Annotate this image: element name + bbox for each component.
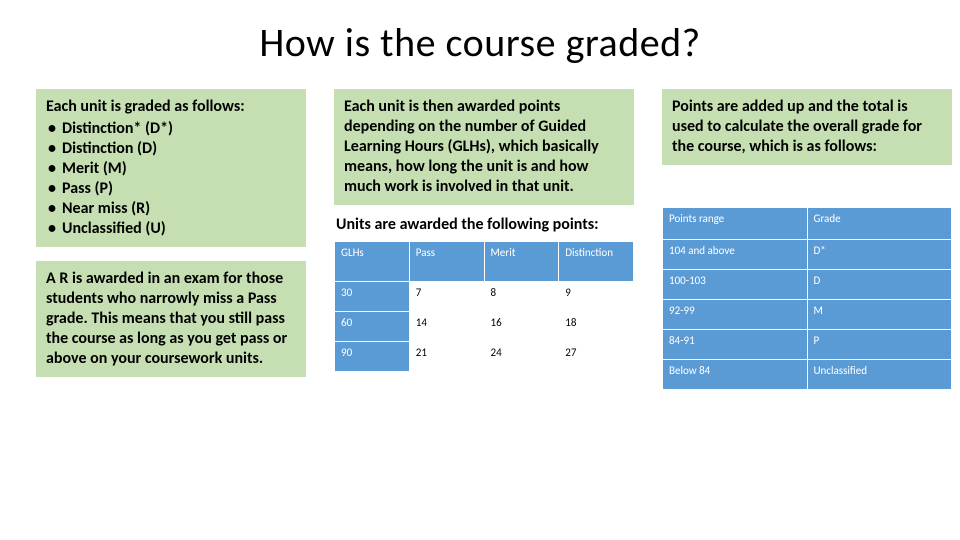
table-cell: 8 (484, 282, 559, 312)
glh-explanation-box: Each unit is then awarded points dependi… (334, 89, 634, 205)
col-left: Each unit is graded as follows: Distinct… (36, 89, 306, 390)
grading-levels-list: Distinction* (D*) Distinction (D) Merit … (46, 119, 296, 239)
table-cell: 30 (335, 282, 410, 312)
page-title: How is the course graded? (36, 18, 924, 67)
table-row: GLHs Pass Merit Distinction (335, 242, 634, 282)
table-header: Distinction (559, 242, 634, 282)
table-row: 90 21 24 27 (335, 342, 634, 372)
table-cell: 14 (409, 312, 484, 342)
table-row: 104 and above D* (663, 240, 952, 270)
grading-levels-lead: Each unit is graded as follows: (46, 97, 296, 117)
table-cell: 9 (559, 282, 634, 312)
table-row: Below 84 Unclassified (663, 360, 952, 390)
list-item: Near miss (R) (46, 199, 296, 219)
table-cell: Unclassified (807, 360, 952, 390)
table-header: Merit (484, 242, 559, 282)
table-header: Grade (807, 208, 952, 240)
list-item: Distinction* (D*) (46, 119, 296, 139)
table-header: GLHs (335, 242, 410, 282)
col-middle: Each unit is then awarded points dependi… (334, 89, 634, 390)
columns: Each unit is graded as follows: Distinct… (36, 89, 924, 390)
table-cell: 21 (409, 342, 484, 372)
table-cell: D* (807, 240, 952, 270)
table-cell: 16 (484, 312, 559, 342)
col-right: Points are added up and the total is use… (662, 89, 952, 390)
table-cell: 84-91 (663, 330, 808, 360)
table-cell: P (807, 330, 952, 360)
grading-levels-box: Each unit is graded as follows: Distinct… (36, 89, 306, 247)
r-explanation-box: A R is awarded in an exam for those stud… (36, 261, 306, 377)
table-row: 84-91 P (663, 330, 952, 360)
list-item: Merit (M) (46, 159, 296, 179)
table-row: 92-99 M (663, 300, 952, 330)
table-row: 100-103 D (663, 270, 952, 300)
grades-table: Points range Grade 104 and above D* 100-… (662, 207, 952, 390)
table-cell: 60 (335, 312, 410, 342)
table-cell: Below 84 (663, 360, 808, 390)
table-row: 30 7 8 9 (335, 282, 634, 312)
slide: How is the course graded? Each unit is g… (0, 0, 960, 540)
list-item: Distinction (D) (46, 139, 296, 159)
table-cell: 18 (559, 312, 634, 342)
table-row: 60 14 16 18 (335, 312, 634, 342)
table-cell: 90 (335, 342, 410, 372)
points-subhead: Units are awarded the following points: (334, 215, 634, 235)
table-cell: 92-99 (663, 300, 808, 330)
table-header: Points range (663, 208, 808, 240)
overall-grade-box: Points are added up and the total is use… (662, 89, 952, 165)
list-item: Unclassified (U) (46, 219, 296, 239)
table-cell: 24 (484, 342, 559, 372)
table-cell: 104 and above (663, 240, 808, 270)
points-table: GLHs Pass Merit Distinction 30 7 8 9 60 (334, 241, 634, 372)
list-item: Pass (P) (46, 179, 296, 199)
table-cell: 7 (409, 282, 484, 312)
table-cell: 27 (559, 342, 634, 372)
table-header: Pass (409, 242, 484, 282)
table-row: Points range Grade (663, 208, 952, 240)
table-cell: 100-103 (663, 270, 808, 300)
table-cell: D (807, 270, 952, 300)
table-cell: M (807, 300, 952, 330)
